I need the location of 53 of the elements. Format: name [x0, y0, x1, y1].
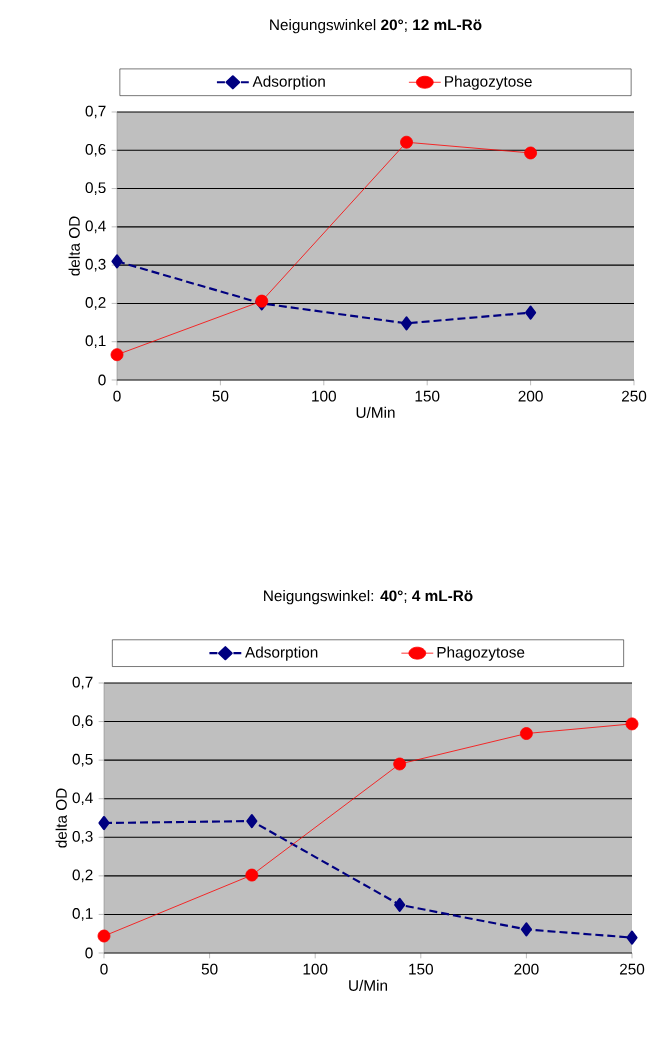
y-tick-label: 0,6 — [85, 143, 106, 157]
y-tick-label: 0,3 — [72, 830, 93, 844]
point — [520, 727, 533, 740]
point — [525, 305, 537, 320]
chart-title: Neigungswinkel 20°; 12 mL-Rö — [270, 19, 482, 34]
x-axis-title: U/Min — [356, 406, 395, 418]
point — [393, 757, 407, 771]
x-tick-label: 250 — [621, 390, 647, 402]
legend-label: Adsorption — [252, 75, 325, 90]
x-tick-label: 150 — [409, 963, 433, 975]
legend-label: Phagozytose — [445, 75, 532, 90]
point — [520, 922, 532, 937]
x-tick-label: 50 — [201, 963, 218, 975]
y-axis-title: delta OD — [55, 788, 67, 848]
legend-label: Phagozytose — [437, 646, 525, 661]
x-axis-title: U/Min — [349, 979, 388, 991]
x-tick-label: 250 — [619, 963, 645, 975]
point — [245, 868, 259, 882]
point — [246, 814, 258, 829]
x-tick-label: 50 — [212, 390, 229, 402]
point — [97, 929, 111, 943]
point — [625, 717, 639, 731]
y-tick-label: 0,4 — [72, 792, 93, 806]
x-tick-label: 0 — [113, 390, 121, 402]
chart-title: Neigungswinkel: 40°; 4 mL-Rö — [264, 590, 473, 605]
y-tick-label: 0,7 — [85, 105, 106, 119]
y-tick-label: 0,2 — [85, 297, 106, 310]
point — [110, 348, 124, 362]
y-axis-title: delta OD — [68, 216, 80, 276]
x-tick-label: 100 — [303, 963, 328, 975]
y-tick-label: 0,5 — [85, 182, 106, 195]
y-tick-label: 0,7 — [72, 676, 93, 690]
point — [400, 316, 413, 331]
point — [400, 135, 413, 149]
point — [98, 815, 110, 831]
y-tick-label: 0,1 — [72, 908, 93, 921]
x-tick-label: 100 — [312, 390, 336, 402]
y-tick-label: 0,3 — [85, 258, 106, 272]
x-tick-label: 200 — [518, 390, 543, 402]
y-tick-label: 0,6 — [72, 715, 93, 728]
point — [111, 254, 123, 269]
y-tick-label: 0,4 — [85, 220, 106, 234]
legend-label: Adsorption — [245, 646, 318, 661]
y-tick-label: 0,5 — [72, 753, 93, 767]
y-tick-label: 0 — [98, 374, 106, 386]
point — [626, 930, 638, 945]
y-tick-label: 0 — [85, 947, 93, 959]
y-tick-label: 0,2 — [72, 869, 93, 883]
point — [524, 146, 537, 160]
x-tick-label: 150 — [415, 390, 440, 402]
x-tick-label: 200 — [514, 963, 539, 975]
y-tick-label: 0,1 — [85, 335, 106, 349]
point — [394, 897, 406, 912]
